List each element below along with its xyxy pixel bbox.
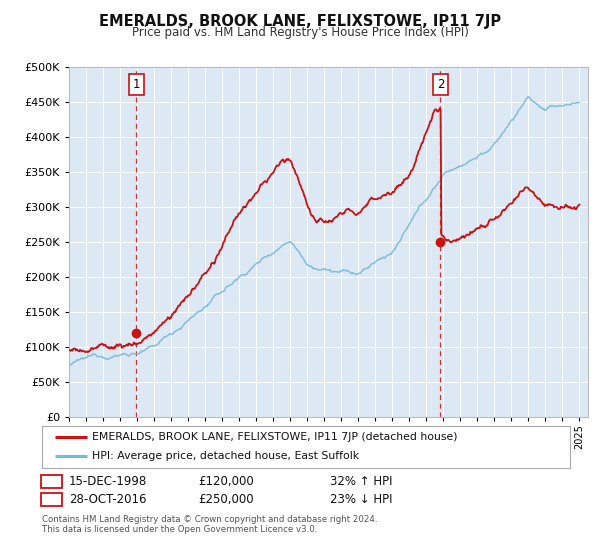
Text: £250,000: £250,000	[198, 493, 254, 506]
Text: £120,000: £120,000	[198, 475, 254, 488]
Text: 32% ↑ HPI: 32% ↑ HPI	[330, 475, 392, 488]
Text: 2: 2	[437, 78, 444, 91]
Text: 28-OCT-2016: 28-OCT-2016	[69, 493, 146, 506]
Text: EMERALDS, BROOK LANE, FELIXSTOWE, IP11 7JP: EMERALDS, BROOK LANE, FELIXSTOWE, IP11 7…	[99, 14, 501, 29]
Text: Price paid vs. HM Land Registry's House Price Index (HPI): Price paid vs. HM Land Registry's House …	[131, 26, 469, 39]
Text: 1: 1	[48, 475, 56, 488]
Text: EMERALDS, BROOK LANE, FELIXSTOWE, IP11 7JP (detached house): EMERALDS, BROOK LANE, FELIXSTOWE, IP11 7…	[92, 432, 458, 442]
Text: HPI: Average price, detached house, East Suffolk: HPI: Average price, detached house, East…	[92, 451, 359, 461]
Text: 1: 1	[133, 78, 140, 91]
Text: 23% ↓ HPI: 23% ↓ HPI	[330, 493, 392, 506]
Text: 2: 2	[48, 493, 56, 506]
Text: Contains HM Land Registry data © Crown copyright and database right 2024.: Contains HM Land Registry data © Crown c…	[42, 515, 377, 524]
Text: This data is licensed under the Open Government Licence v3.0.: This data is licensed under the Open Gov…	[42, 525, 317, 534]
Text: 15-DEC-1998: 15-DEC-1998	[69, 475, 147, 488]
